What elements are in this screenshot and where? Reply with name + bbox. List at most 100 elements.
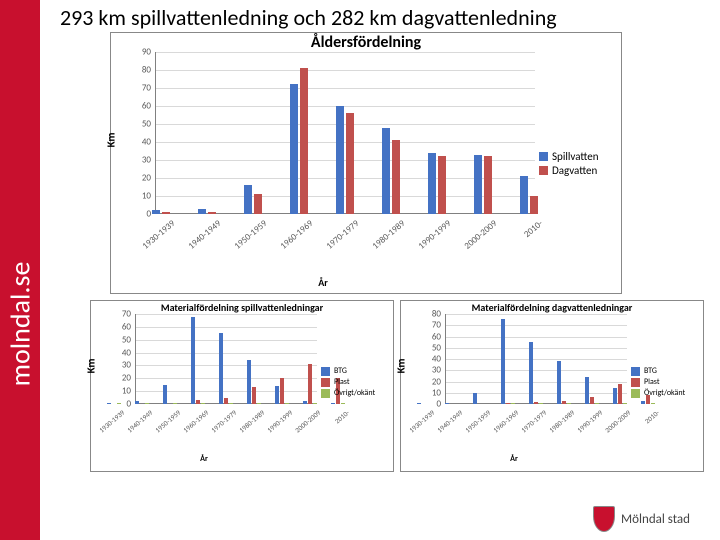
x-axis-label: År xyxy=(111,276,535,289)
legend-label: Övrigt/okänt xyxy=(644,388,685,398)
bar xyxy=(252,387,256,404)
bar xyxy=(562,401,566,404)
sidebar: molndal.se xyxy=(0,0,40,540)
bar xyxy=(618,384,622,404)
legend-item: Spillvatten xyxy=(539,150,615,163)
legend-swatch xyxy=(631,367,640,376)
legend-swatch xyxy=(539,166,548,175)
bar xyxy=(219,333,223,404)
bar xyxy=(530,196,538,214)
ytick: 10 xyxy=(101,386,131,397)
legend: SpillvattenDagvatten xyxy=(539,149,615,178)
bar xyxy=(595,403,599,404)
plot-area: 010203040506070Km1930-19391940-19491950-… xyxy=(101,314,317,418)
bar xyxy=(506,403,510,404)
bar xyxy=(162,212,170,214)
bar xyxy=(484,156,492,214)
y-axis-label: Km xyxy=(85,359,98,374)
legend-item: BTG xyxy=(631,366,697,376)
legend: BTGPlastÖvrigt/okänt xyxy=(631,365,697,399)
bar xyxy=(331,403,335,404)
bar xyxy=(590,397,594,404)
bar xyxy=(445,403,449,404)
chart-age-distribution: Åldersfördelning0102030405060708090Km193… xyxy=(110,32,622,294)
bar xyxy=(539,403,543,404)
slide: molndal.se 293 km spillvattenledning och… xyxy=(0,0,720,540)
bar xyxy=(290,84,298,214)
page-title: 293 km spillvattenledning och 282 km dag… xyxy=(60,4,557,31)
bar xyxy=(428,153,436,214)
ytick: 20 xyxy=(411,376,441,387)
bar xyxy=(613,388,617,404)
bar xyxy=(135,401,139,404)
legend-label: BTG xyxy=(644,366,657,376)
bar xyxy=(280,378,284,404)
bar xyxy=(117,403,121,404)
legend-item: Plast xyxy=(321,377,387,387)
x-axis-label: År xyxy=(401,454,627,464)
shield-icon xyxy=(593,506,615,532)
bar xyxy=(567,403,571,404)
bar xyxy=(198,209,206,214)
legend-label: BTG xyxy=(334,366,347,376)
legend-label: Dagvatten xyxy=(552,164,597,177)
bar xyxy=(341,403,345,404)
bar xyxy=(511,403,515,404)
legend-item: Plast xyxy=(631,377,697,387)
x-axis-label: År xyxy=(91,454,317,464)
bar xyxy=(191,317,195,404)
chart-title: Materialfördelning dagvattenledningar xyxy=(401,301,703,314)
chart-title: Åldersfördelning xyxy=(111,33,621,52)
bar xyxy=(229,403,233,404)
bar xyxy=(585,377,589,404)
bar xyxy=(474,155,482,214)
legend-swatch xyxy=(321,367,330,376)
ytick: 20 xyxy=(101,373,131,384)
bar xyxy=(641,401,645,404)
legend-label: Plast xyxy=(334,377,350,387)
legend: BTGPlastÖvrigt/okänt xyxy=(321,365,387,399)
bar xyxy=(534,402,538,404)
ytick: 70 xyxy=(121,83,151,94)
legend-swatch xyxy=(631,378,640,387)
ytick: 60 xyxy=(101,321,131,332)
legend-item: BTG xyxy=(321,366,387,376)
ytick: 0 xyxy=(101,399,131,410)
legend-swatch xyxy=(321,378,330,387)
bar xyxy=(196,400,200,404)
bar xyxy=(520,176,528,214)
legend-item: Dagvatten xyxy=(539,164,615,177)
legend-swatch xyxy=(631,389,640,398)
bar xyxy=(163,385,167,404)
molndal-logo: Mölndal stad xyxy=(593,506,690,532)
ytick: 0 xyxy=(411,399,441,410)
ytick: 10 xyxy=(411,387,441,398)
legend-item: Övrigt/okänt xyxy=(321,388,387,398)
ytick: 50 xyxy=(101,334,131,345)
bar xyxy=(107,403,111,404)
plot-area: 01020304050607080Km1930-19391940-1949195… xyxy=(411,314,627,418)
plot-area: 0102030405060708090Km1930-19391940-19491… xyxy=(121,52,535,228)
ytick: 80 xyxy=(121,65,151,76)
chart-material-dagvatten: Materialfördelning dagvattenledningar 010… xyxy=(400,300,704,472)
bar xyxy=(224,398,228,404)
ytick: 50 xyxy=(411,342,441,353)
bar xyxy=(201,403,205,404)
bar xyxy=(285,403,289,404)
chart-title: Materialfördelning spillvattenledningar xyxy=(91,301,393,314)
legend-label: Plast xyxy=(644,377,660,387)
ytick: 80 xyxy=(411,309,441,320)
bar xyxy=(623,403,627,404)
bar xyxy=(145,403,149,404)
bar xyxy=(392,140,400,214)
bar xyxy=(244,185,252,214)
bar xyxy=(313,403,317,404)
ytick: 60 xyxy=(121,101,151,112)
bar xyxy=(152,210,160,214)
bar xyxy=(417,403,421,404)
ytick: 30 xyxy=(411,365,441,376)
bar xyxy=(438,156,446,214)
bar xyxy=(336,106,344,214)
bar xyxy=(257,403,261,404)
bar xyxy=(308,364,312,404)
